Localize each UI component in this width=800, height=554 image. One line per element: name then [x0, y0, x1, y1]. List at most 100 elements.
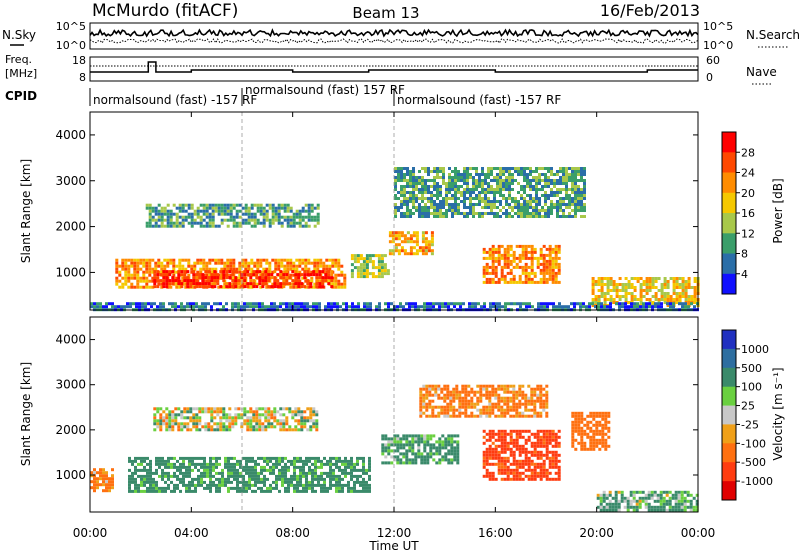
heatmap-cell: [574, 212, 577, 215]
heatmap-cell: [503, 259, 507, 263]
heatmap-cell: [412, 191, 415, 194]
heatmap-cell: [427, 209, 430, 212]
heatmap-cell: [384, 455, 388, 459]
heatmap-cell: [571, 423, 575, 427]
heatmap-cell: [612, 286, 616, 289]
heatmap-cell: [301, 261, 305, 265]
heatmap-cell: [136, 261, 140, 265]
heatmap-cell: [480, 305, 483, 309]
heatmap-cell: [441, 446, 445, 450]
heatmap-cell: [603, 295, 607, 298]
heatmap-cell: [155, 471, 158, 475]
heatmap-cell: [256, 221, 260, 225]
heatmap-cell: [574, 429, 578, 433]
heatmap-cell: [380, 254, 384, 258]
heatmap-cell: [539, 271, 543, 275]
heatmap-cell: [521, 265, 525, 269]
heatmap-cell: [277, 209, 281, 213]
heatmap-cell: [500, 456, 504, 460]
heatmap-cell: [600, 292, 604, 295]
heatmap-cell: [315, 279, 319, 283]
heatmap-cell: [288, 407, 292, 411]
heatmap-cell: [248, 477, 251, 481]
heatmap-cell: [182, 465, 185, 469]
heatmap-cell: [234, 282, 238, 286]
heatmap-cell: [254, 468, 257, 472]
heatmap-cell: [347, 471, 350, 475]
heatmap-cell: [326, 486, 329, 490]
heatmap-cell: [527, 396, 531, 400]
heatmap-cell: [284, 480, 287, 484]
heatmap-cell: [300, 410, 304, 414]
heatmap-cell: [272, 468, 275, 472]
heatmap-cell: [359, 489, 362, 493]
heatmap-cell: [327, 282, 331, 286]
heatmap-cell: [241, 212, 245, 216]
heatmap-cell: [161, 456, 164, 460]
heatmap-cell: [405, 440, 409, 444]
heatmap-cell: [448, 206, 451, 209]
heatmap-cell: [244, 209, 248, 213]
heatmap-cell: [411, 443, 415, 447]
heatmap-cell: [400, 176, 403, 179]
heatmap-cell: [551, 453, 555, 457]
heatmap-cell: [316, 212, 320, 216]
heatmap-cell: [573, 302, 576, 306]
heatmap-cell: [463, 179, 466, 182]
heatmap-cell: [487, 167, 490, 170]
heatmap-cell: [574, 170, 577, 173]
heatmap-cell: [247, 261, 251, 265]
heatmap-cell: [161, 486, 164, 490]
heatmap-cell: [203, 459, 206, 463]
heatmap-cell: [330, 276, 334, 280]
heatmap-cell: [442, 215, 445, 218]
heatmap-cell: [362, 465, 365, 469]
heatmap-cell: [591, 289, 595, 292]
heatmap-cell: [574, 191, 577, 194]
heatmap-cell: [232, 218, 236, 222]
heatmap-cell: [427, 215, 430, 218]
heatmap-cell: [118, 264, 122, 268]
heatmap-cell: [356, 260, 360, 264]
heatmap-cell: [246, 410, 250, 414]
heatmap-cell: [556, 203, 559, 206]
heatmap-cell: [494, 268, 498, 272]
heatmap-cell: [323, 462, 326, 466]
heatmap-cell: [453, 302, 456, 306]
heatmap-cell: [151, 258, 155, 262]
heatmap-cell: [204, 302, 207, 306]
heatmap-cell: [304, 264, 308, 268]
heatmap-cell: [293, 465, 296, 469]
heatmap-cell: [368, 260, 372, 264]
heatmap-cell: [301, 267, 305, 271]
heatmap-cell: [215, 477, 218, 481]
heatmap-cell: [277, 264, 281, 268]
heatmap-cell: [251, 471, 254, 475]
heatmap-cell: [229, 212, 233, 216]
heatmap-cell: [172, 212, 176, 216]
heatmap-cell: [326, 471, 329, 475]
heatmap-cell: [275, 486, 278, 490]
heatmap-cell: [169, 221, 173, 225]
heatmap-cell: [553, 179, 556, 182]
heatmap-cell: [225, 273, 229, 277]
heatmap-cell: [169, 218, 173, 222]
heatmap-cell: [574, 447, 578, 451]
heatmap-cell: [287, 477, 290, 481]
heatmap-cell: [170, 474, 173, 478]
heatmap-cell: [478, 197, 481, 200]
heatmap-cell: [252, 270, 256, 274]
heatmap-cell: [295, 285, 299, 289]
heatmap-cell: [329, 483, 332, 487]
heatmap-cell: [553, 173, 556, 176]
heatmap-cell: [216, 410, 220, 414]
heatmap-cell: [448, 197, 451, 200]
heatmap-cell: [162, 276, 166, 280]
heatmap-cell: [296, 483, 299, 487]
heatmap-cell: [277, 267, 281, 271]
heatmap-cell: [458, 399, 462, 403]
heatmap-cell: [284, 489, 287, 493]
heatmap-cell: [497, 465, 501, 469]
heatmap-cell: [193, 221, 197, 225]
